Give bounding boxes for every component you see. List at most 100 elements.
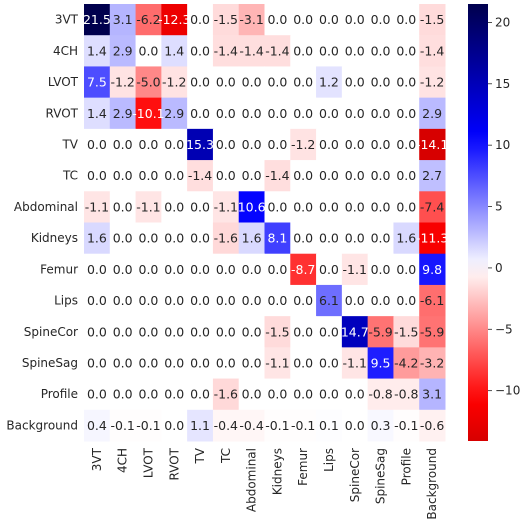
heatmap-cell	[238, 97, 265, 130]
cell-value-label: 0.0	[319, 231, 339, 246]
cell-value-label: 0.0	[139, 137, 159, 152]
cell-value-label: 0.0	[242, 168, 262, 183]
heatmap-cell	[109, 191, 137, 223]
y-tick-label: RVOT	[46, 106, 79, 120]
x-tick-label: 3VT	[90, 447, 104, 471]
heatmap-cell	[290, 378, 317, 411]
heatmap-cell	[109, 222, 137, 255]
cell-value-label: -5.9	[420, 324, 444, 339]
heatmap-cell	[316, 284, 343, 317]
heatmap-cell	[367, 4, 394, 36]
cell-value-label: 0.0	[319, 387, 339, 402]
y-tick-label: Kidneys	[31, 231, 78, 245]
heatmap-cell	[367, 253, 394, 286]
heatmap-cell	[187, 378, 214, 411]
cell-value-label: -1.1	[214, 199, 238, 214]
heatmap-cell	[290, 97, 317, 130]
x-axis-tick-labels: 3VT 4CH LVOT RVOT TV TC Abdominal Kidneys Femur L…	[90, 447, 439, 519]
heatmap-cell	[419, 66, 446, 99]
heatmap-cell	[212, 253, 240, 286]
cell-value-label: 0.0	[267, 262, 287, 277]
cell-value-label: 0.0	[319, 106, 339, 121]
cell-value-label: -11.3	[416, 231, 448, 246]
heatmap-cell	[316, 347, 343, 380]
heatmap-cell	[341, 160, 369, 192]
heatmap-cell	[341, 66, 369, 99]
cell-value-label: 0.0	[345, 418, 365, 433]
cell-value-label: 0.0	[164, 324, 184, 339]
cell-value-label: 14.7	[341, 324, 369, 339]
cell-value-label: 1.4	[164, 43, 184, 58]
heatmap-cell	[238, 284, 265, 317]
heatmap-cell	[212, 97, 240, 130]
cell-value-label: 0.0	[216, 137, 236, 152]
cell-value-label: -1.1	[136, 199, 160, 214]
y-tick-label: Lips	[54, 294, 78, 308]
heatmap-cell	[419, 160, 446, 192]
cell-value-label: 0.3	[371, 418, 391, 433]
heatmap-cell	[161, 409, 188, 442]
heatmap-cell	[135, 409, 162, 442]
heatmap-cell	[135, 128, 162, 161]
cell-value-label: 0.0	[216, 168, 236, 183]
cell-value-label: 0.0	[396, 293, 416, 308]
heatmap-cell	[109, 378, 137, 411]
heatmap-cell	[212, 4, 240, 36]
cell-value-label: 0.0	[139, 324, 159, 339]
cell-value-label: -4.2	[394, 355, 418, 370]
cell-value-label: -1.6	[214, 231, 238, 246]
x-tick-label: TC	[219, 448, 233, 464]
cell-value-label: 0.0	[87, 293, 107, 308]
heatmap-cell	[264, 253, 291, 286]
heatmap-cell	[135, 253, 162, 286]
cell-value-label: -1.1	[265, 355, 289, 370]
heatmap-cell	[316, 35, 343, 67]
x-tick-label: SpineSag	[374, 448, 388, 504]
heatmap-cell	[135, 378, 162, 411]
cell-value-label: 0.0	[113, 387, 133, 402]
heatmap-cell	[419, 378, 446, 411]
cell-value-label: 0.0	[139, 43, 159, 58]
cell-value-label: 0.0	[267, 387, 287, 402]
cell-value-label: 0.0	[190, 43, 210, 58]
cell-value-label: 0.0	[190, 106, 210, 121]
heatmap-cell	[393, 222, 420, 255]
x-tick-label: 4CH	[116, 448, 130, 473]
heatmap-cell	[109, 409, 137, 442]
cell-value-label: 0.0	[87, 324, 107, 339]
y-tick-label: Background	[6, 418, 78, 432]
cell-value-label: 0.0	[371, 75, 391, 90]
cell-value-label: 0.0	[293, 355, 313, 370]
cell-value-label: 0.0	[345, 43, 365, 58]
heatmap-cell	[187, 160, 214, 192]
cell-value-label: 0.0	[396, 137, 416, 152]
heatmap-cell	[161, 66, 188, 99]
heatmap-cell	[109, 160, 137, 192]
cell-value-label: -1.4	[420, 43, 444, 58]
colorbar-tick-label: 15	[495, 77, 510, 91]
cell-value-label: 0.0	[293, 324, 313, 339]
cell-value-label: -10.1	[132, 106, 164, 121]
heatmap-cell	[161, 191, 188, 223]
cell-value-label: -6.1	[420, 293, 444, 308]
heatmap-cell	[212, 35, 240, 67]
heatmap-cell	[212, 66, 240, 99]
heatmap-cell	[161, 347, 188, 380]
heatmap-cell	[393, 284, 420, 317]
cell-value-label: 8.1	[267, 231, 287, 246]
cell-value-label: 0.0	[87, 168, 107, 183]
heatmap-cell	[84, 191, 111, 223]
cell-value-label: 0.0	[371, 293, 391, 308]
heatmap-cell	[316, 66, 343, 99]
cell-value-label: 0.0	[319, 12, 339, 27]
cell-value-label: 0.0	[139, 231, 159, 246]
colorbar-gradient	[468, 4, 488, 441]
heatmap-cell	[109, 66, 137, 99]
cell-value-label: 0.0	[242, 106, 262, 121]
heatmap-cell	[290, 191, 317, 223]
cell-value-label: -1.5	[214, 12, 238, 27]
cell-value-label: 0.0	[371, 168, 391, 183]
y-tick-label: SpineSag	[22, 356, 78, 370]
heatmap-cell	[264, 160, 291, 192]
cell-value-label: 0.0	[293, 75, 313, 90]
